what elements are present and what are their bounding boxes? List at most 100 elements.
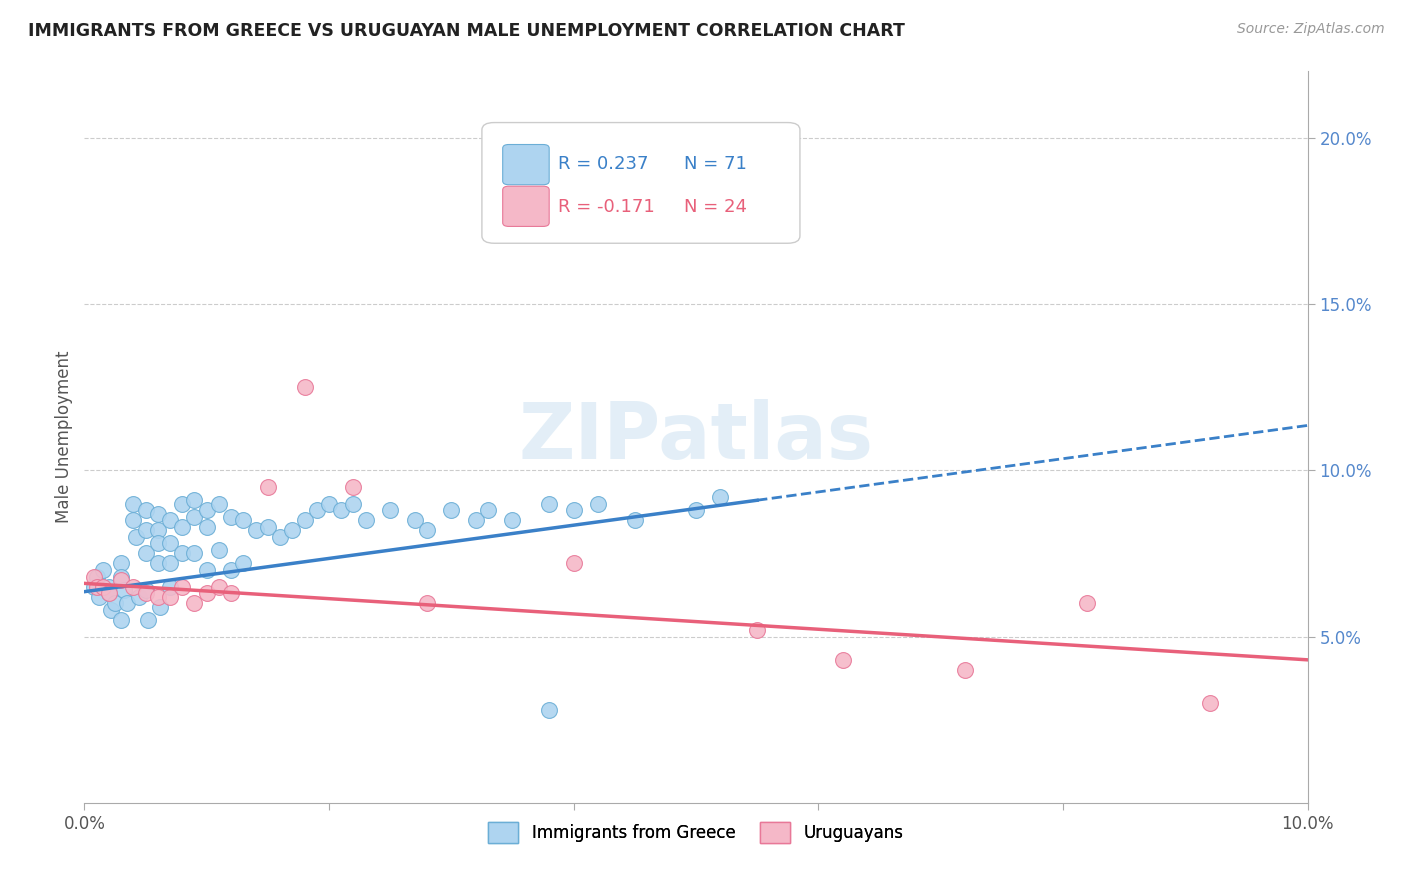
Text: N = 24: N = 24	[683, 198, 747, 216]
Point	[586, 497, 609, 511]
Point	[86, 570, 108, 584]
FancyBboxPatch shape	[503, 145, 550, 185]
Point	[562, 503, 585, 517]
Point	[172, 497, 194, 511]
Point	[219, 509, 242, 524]
Point	[269, 530, 291, 544]
Point	[354, 513, 377, 527]
Point	[122, 513, 145, 527]
Point	[195, 586, 218, 600]
Y-axis label: Male Unemployment: Male Unemployment	[55, 351, 73, 524]
Point	[195, 520, 218, 534]
Point	[115, 596, 138, 610]
Point	[538, 703, 561, 717]
Point	[122, 580, 145, 594]
Point	[183, 509, 205, 524]
Point	[502, 513, 524, 527]
Legend: Immigrants from Greece, Uruguayans: Immigrants from Greece, Uruguayans	[482, 815, 910, 849]
Point	[195, 503, 218, 517]
Point	[342, 480, 364, 494]
Point	[83, 580, 105, 594]
Point	[159, 580, 181, 594]
Point	[146, 523, 169, 537]
Point	[208, 580, 231, 594]
Point	[135, 546, 157, 560]
Point	[110, 570, 132, 584]
Point	[294, 513, 316, 527]
Point	[183, 546, 205, 560]
Point	[159, 513, 181, 527]
Text: N = 71: N = 71	[683, 155, 747, 173]
Point	[159, 590, 181, 604]
Point	[232, 557, 254, 571]
Point	[146, 507, 169, 521]
Point	[219, 563, 242, 577]
Point	[831, 653, 853, 667]
Point	[219, 586, 242, 600]
Text: IMMIGRANTS FROM GREECE VS URUGUAYAN MALE UNEMPLOYMENT CORRELATION CHART: IMMIGRANTS FROM GREECE VS URUGUAYAN MALE…	[28, 22, 905, 40]
Point	[245, 523, 267, 537]
Point	[318, 497, 340, 511]
Point	[404, 513, 426, 527]
Point	[110, 557, 132, 571]
FancyBboxPatch shape	[503, 186, 550, 227]
Point	[159, 536, 181, 550]
Point	[183, 596, 205, 610]
Point	[87, 590, 110, 604]
Point	[1198, 696, 1220, 710]
Point	[183, 493, 205, 508]
Point	[91, 563, 114, 577]
Point	[953, 663, 976, 677]
Point	[146, 536, 169, 550]
Point	[1076, 596, 1098, 610]
Point	[97, 580, 120, 594]
Text: R = -0.171: R = -0.171	[558, 198, 655, 216]
Point	[562, 557, 585, 571]
Point	[135, 586, 157, 600]
Point	[159, 557, 181, 571]
Point	[128, 590, 150, 604]
Point	[135, 503, 157, 517]
Text: R = 0.237: R = 0.237	[558, 155, 648, 173]
Point	[294, 380, 316, 394]
Point	[97, 586, 120, 600]
Point	[172, 520, 194, 534]
Point	[112, 582, 135, 597]
Point	[208, 543, 231, 558]
Point	[281, 523, 304, 537]
Point	[305, 503, 328, 517]
Point	[416, 596, 439, 610]
Point	[125, 530, 148, 544]
Point	[122, 497, 145, 511]
Point	[624, 513, 647, 527]
Point	[146, 557, 169, 571]
Point	[747, 623, 769, 637]
Point	[416, 523, 439, 537]
Point	[464, 513, 486, 527]
Point	[110, 573, 132, 587]
Point	[747, 214, 769, 228]
Point	[83, 570, 105, 584]
Point	[477, 503, 499, 517]
Point	[86, 580, 108, 594]
Point	[135, 523, 157, 537]
Point	[149, 599, 172, 614]
Point	[232, 513, 254, 527]
Point	[110, 613, 132, 627]
Point	[97, 586, 120, 600]
Point	[100, 603, 122, 617]
Point	[709, 490, 731, 504]
FancyBboxPatch shape	[482, 122, 800, 244]
Point	[135, 582, 157, 597]
Point	[538, 497, 561, 511]
Point	[685, 503, 707, 517]
Point	[440, 503, 463, 517]
Point	[136, 613, 159, 627]
Point	[146, 590, 169, 604]
Point	[195, 563, 218, 577]
Text: ZIPatlas: ZIPatlas	[519, 399, 873, 475]
Point	[91, 580, 114, 594]
Point	[172, 580, 194, 594]
Point	[208, 497, 231, 511]
Point	[380, 503, 402, 517]
